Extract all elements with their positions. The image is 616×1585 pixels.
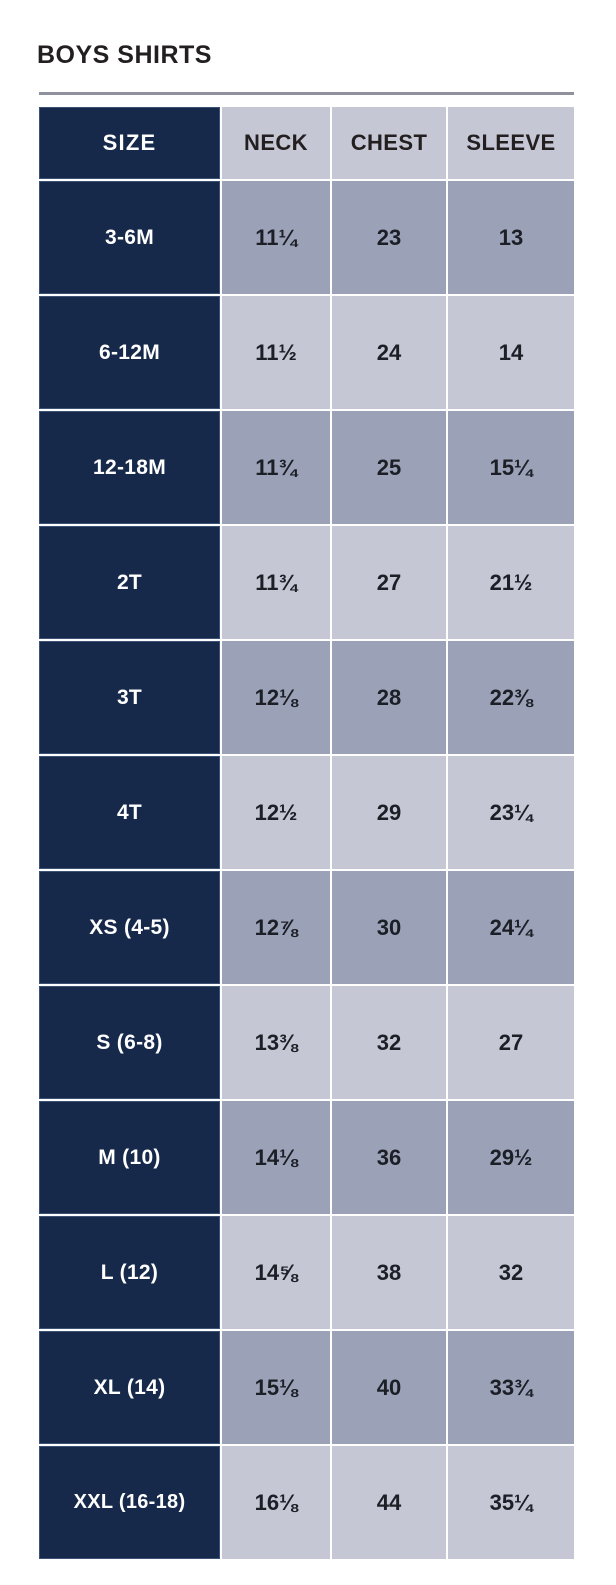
- table-body: 3-6M 11¼ 23 13 6-12M 11½ 24 14 12-18M 11…: [39, 181, 574, 1559]
- row-neck-value: 14⅝: [222, 1216, 330, 1329]
- row-size-label: XS (4-5): [39, 871, 220, 984]
- row-size-label: M (10): [39, 1101, 220, 1214]
- row-chest-value: 25: [332, 411, 446, 524]
- row-neck-value: 11¾: [222, 526, 330, 639]
- row-neck-value: 14⅛: [222, 1101, 330, 1214]
- column-header-chest: CHEST: [332, 107, 446, 179]
- row-neck-value: 15⅛: [222, 1331, 330, 1444]
- row-sleeve-value: 15¼: [448, 411, 574, 524]
- row-sleeve-value: 22⅜: [448, 641, 574, 754]
- table-row: L (12) 14⅝ 38 32: [39, 1216, 574, 1329]
- row-size-label: XXL (16-18): [39, 1446, 220, 1559]
- row-chest-value: 27: [332, 526, 446, 639]
- table-row: 2T 11¾ 27 21½: [39, 526, 574, 639]
- table-row: M (10) 14⅛ 36 29½: [39, 1101, 574, 1214]
- row-sleeve-value: 29½: [448, 1101, 574, 1214]
- row-chest-value: 28: [332, 641, 446, 754]
- row-size-label: XL (14): [39, 1331, 220, 1444]
- table-row: 12-18M 11¾ 25 15¼: [39, 411, 574, 524]
- table-header-row: SIZE NECK CHEST SLEEVE: [39, 107, 574, 179]
- row-sleeve-value: 21½: [448, 526, 574, 639]
- row-size-label: 4T: [39, 756, 220, 869]
- row-sleeve-value: 13: [448, 181, 574, 294]
- row-neck-value: 12⅛: [222, 641, 330, 754]
- row-chest-value: 30: [332, 871, 446, 984]
- table-row: S (6-8) 13⅜ 32 27: [39, 986, 574, 1099]
- table-row: XXL (16-18) 16⅛ 44 35¼: [39, 1446, 574, 1559]
- column-header-size: SIZE: [39, 107, 220, 179]
- row-size-label: S (6-8): [39, 986, 220, 1099]
- row-chest-value: 44: [332, 1446, 446, 1559]
- size-chart-table: SIZE NECK CHEST SLEEVE 3-6M 11¼ 23 13 6-…: [37, 105, 576, 1561]
- row-size-label: 3T: [39, 641, 220, 754]
- table-row: 4T 12½ 29 23¼: [39, 756, 574, 869]
- row-sleeve-value: 23¼: [448, 756, 574, 869]
- table-row: XL (14) 15⅛ 40 33¾: [39, 1331, 574, 1444]
- row-size-label: 12-18M: [39, 411, 220, 524]
- page-title: BOYS SHIRTS: [37, 41, 212, 69]
- row-chest-value: 29: [332, 756, 446, 869]
- row-neck-value: 16⅛: [222, 1446, 330, 1559]
- row-neck-value: 13⅜: [222, 986, 330, 1099]
- row-neck-value: 12⅞: [222, 871, 330, 984]
- table-row: 3-6M 11¼ 23 13: [39, 181, 574, 294]
- row-chest-value: 40: [332, 1331, 446, 1444]
- table-row: 6-12M 11½ 24 14: [39, 296, 574, 409]
- title-divider: [39, 92, 574, 95]
- row-size-label: 3-6M: [39, 181, 220, 294]
- table-header: SIZE NECK CHEST SLEEVE: [39, 107, 574, 179]
- table-row: 3T 12⅛ 28 22⅜: [39, 641, 574, 754]
- row-sleeve-value: 14: [448, 296, 574, 409]
- row-sleeve-value: 33¾: [448, 1331, 574, 1444]
- row-sleeve-value: 35¼: [448, 1446, 574, 1559]
- row-neck-value: 11¾: [222, 411, 330, 524]
- table-row: XS (4-5) 12⅞ 30 24¼: [39, 871, 574, 984]
- column-header-sleeve: SLEEVE: [448, 107, 574, 179]
- row-neck-value: 12½: [222, 756, 330, 869]
- row-size-label: 2T: [39, 526, 220, 639]
- row-size-label: L (12): [39, 1216, 220, 1329]
- row-chest-value: 24: [332, 296, 446, 409]
- row-neck-value: 11½: [222, 296, 330, 409]
- column-header-neck: NECK: [222, 107, 330, 179]
- row-size-label: 6-12M: [39, 296, 220, 409]
- row-chest-value: 36: [332, 1101, 446, 1214]
- row-sleeve-value: 32: [448, 1216, 574, 1329]
- row-neck-value: 11¼: [222, 181, 330, 294]
- row-chest-value: 32: [332, 986, 446, 1099]
- row-sleeve-value: 27: [448, 986, 574, 1099]
- row-chest-value: 23: [332, 181, 446, 294]
- row-chest-value: 38: [332, 1216, 446, 1329]
- row-sleeve-value: 24¼: [448, 871, 574, 984]
